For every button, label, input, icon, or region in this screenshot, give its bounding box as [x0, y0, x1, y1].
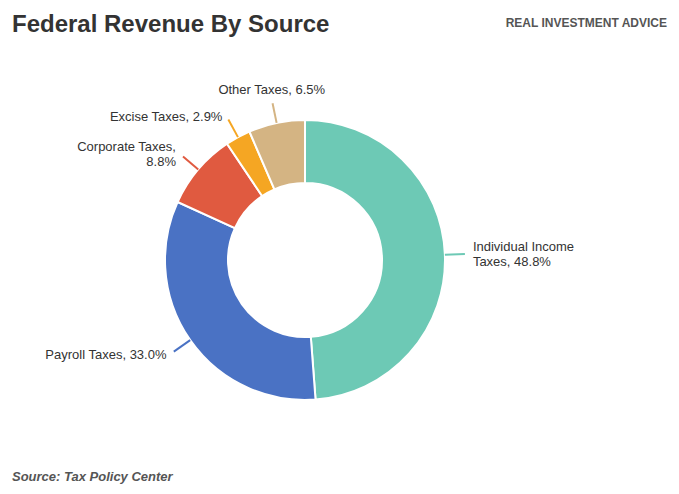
svg-text:Corporate Taxes,8.8%: Corporate Taxes,8.8%: [77, 139, 176, 169]
svg-text:Payroll Taxes, 33.0%: Payroll Taxes, 33.0%: [45, 346, 167, 361]
svg-text:Other Taxes, 6.5%: Other Taxes, 6.5%: [218, 82, 325, 97]
html-text:Source: Tax Policy Center: Source: Tax Policy Center: [12, 469, 173, 484]
html-text:REAL INVESTMENT ADVICE: REAL INVESTMENT ADVICE: [505, 16, 667, 30]
svg-text:Excise Taxes, 2.9%: Excise Taxes, 2.9%: [110, 109, 223, 124]
html-text:Federal Revenue By Source: Federal Revenue By Source: [12, 10, 330, 37]
svg-text:Individual IncomeTaxes, 48.8%: Individual IncomeTaxes, 48.8%: [473, 239, 574, 269]
